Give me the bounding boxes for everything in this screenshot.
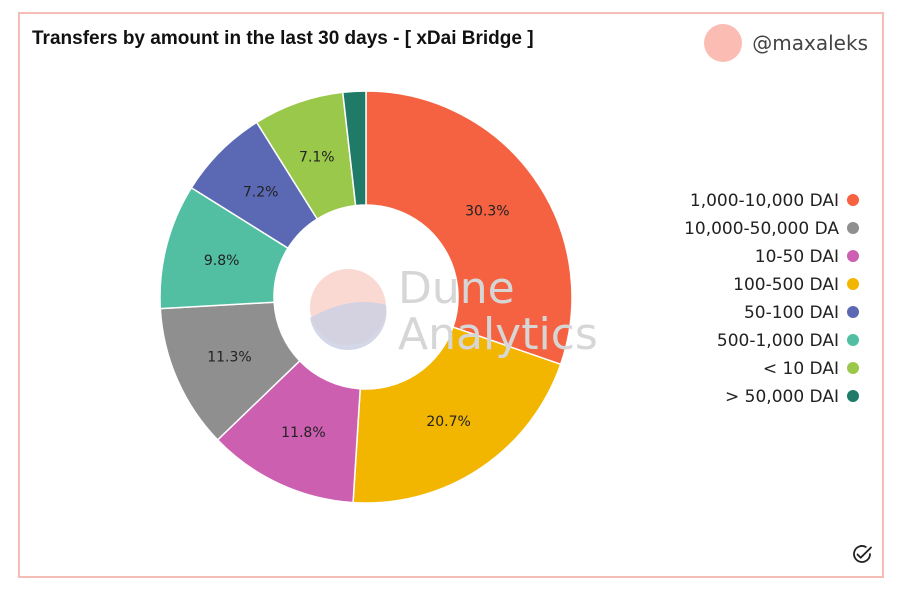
legend-dot-6 (847, 362, 859, 374)
watermark-line1: Dune (398, 263, 515, 314)
legend-label-1: 10,000-50,000 DA (684, 219, 839, 239)
legend-dot-1 (847, 222, 859, 234)
slice-1[interactable] (352, 326, 562, 504)
legend-label-2: 10-50 DAI (755, 247, 839, 267)
legend-label-4: 50-100 DAI (744, 303, 839, 323)
legend-label-0: 1,000-10,000 DAI (690, 191, 839, 211)
legend-dot-7 (847, 390, 859, 402)
legend-item-7[interactable]: > 50,000 DAI (725, 387, 859, 407)
legend-label-7: > 50,000 DAI (725, 387, 839, 407)
legend-dot-2 (847, 250, 859, 262)
user-badge[interactable]: @maxaleks (704, 24, 868, 62)
slice-label-1: 20.7% (426, 414, 470, 430)
slice-label-2: 11.8% (281, 425, 325, 441)
legend-item-4[interactable]: 50-100 DAI (744, 303, 859, 323)
checkmark-icon[interactable] (850, 542, 874, 566)
legend-item-2[interactable]: 10-50 DAI (755, 247, 859, 267)
legend-item-5[interactable]: 500-1,000 DAI (717, 331, 859, 351)
legend-label-6: < 10 DAI (763, 359, 839, 379)
legend-item-3[interactable]: 100-500 DAI (733, 275, 859, 295)
slice-label-6: 7.1% (299, 149, 335, 165)
slice-label-0: 30.3% (465, 204, 509, 220)
slices-group (159, 90, 573, 504)
slice-label-4: 9.8% (204, 253, 240, 269)
legend-dot-4 (847, 306, 859, 318)
legend-dot-3 (847, 278, 859, 290)
slice-label-3: 11.3% (207, 350, 251, 366)
legend-dot-5 (847, 334, 859, 346)
username: @maxaleks (752, 31, 868, 55)
legend-dot-0 (847, 194, 859, 206)
legend-label-5: 500-1,000 DAI (717, 331, 839, 351)
avatar (704, 24, 743, 62)
watermark-line2: Analytics (398, 309, 598, 360)
legend: 1,000-10,000 DAI 10,000-50,000 DA 10-50 DA… (684, 191, 859, 407)
legend-item-0[interactable]: 1,000-10,000 DAI (690, 191, 859, 211)
chart-title: Transfers by amount in the last 30 days … (32, 28, 534, 49)
watermark: Dune Analytics (310, 263, 598, 360)
legend-item-1[interactable]: 10,000-50,000 DA (684, 219, 859, 239)
slice-0[interactable] (365, 90, 573, 366)
legend-item-6[interactable]: < 10 DAI (763, 359, 859, 379)
slice-7[interactable] (341, 90, 367, 207)
legend-label-3: 100-500 DAI (733, 275, 839, 295)
slice-labels-group: 30.3% 20.7% 11.8% 11.3% 9.8% 7.2% 7.1% (204, 149, 510, 441)
slice-label-5: 7.2% (243, 185, 279, 201)
